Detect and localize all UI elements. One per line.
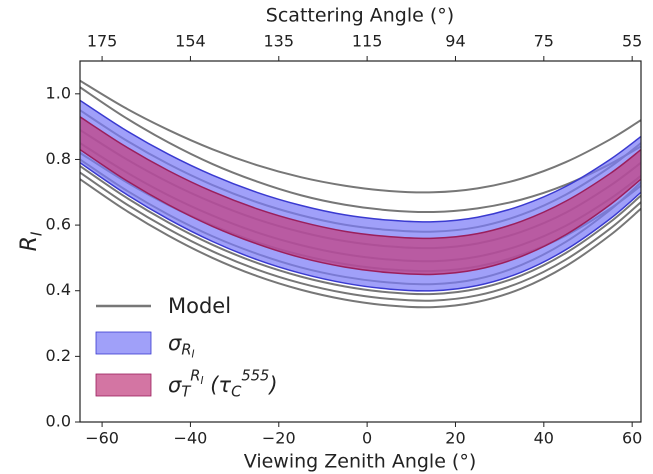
x2-tick-label: 75 <box>534 32 554 51</box>
legend-text-part: I <box>201 375 204 387</box>
legend-text-part: I <box>192 349 195 361</box>
x2-tick-label: 135 <box>264 32 295 51</box>
x-axis-label: Viewing Zenith Angle (°) <box>244 451 477 473</box>
x2-tick-label: 94 <box>445 32 465 51</box>
model-line <box>80 79 641 194</box>
y-tick-label: 0.2 <box>46 346 71 365</box>
legend-text: Model <box>168 294 231 318</box>
band-lower-edge <box>80 148 641 276</box>
legend-text: σTRI (τC555) <box>168 368 278 401</box>
y-tick-label: 1.0 <box>46 83 71 102</box>
model-line <box>80 171 641 302</box>
band-area <box>80 116 641 275</box>
x2-tick-label: 154 <box>175 32 206 51</box>
y-tick-label: 0.8 <box>46 149 71 168</box>
legend-text-part: R <box>190 368 200 385</box>
legend-text-part: (τ <box>204 373 232 397</box>
model-line <box>80 165 641 296</box>
plot-frame <box>79 60 642 423</box>
x-tick-label: −40 <box>174 429 208 448</box>
legend-text-part: ) <box>267 373 277 397</box>
x-tick-label: 0 <box>362 429 372 448</box>
x2-tick-label: 175 <box>87 32 118 51</box>
plot-area <box>80 79 641 309</box>
x-tick-label: 40 <box>534 429 554 448</box>
legend-swatch <box>95 373 152 397</box>
band-upper-edge <box>80 99 641 223</box>
x2-tick-label: 55 <box>622 32 642 51</box>
y-axis-label-part: R <box>17 236 42 251</box>
y-axis-label-part: I <box>27 231 45 236</box>
legend-text-part: T <box>181 383 191 400</box>
legend-swatch <box>95 331 152 355</box>
y-tick-label: 0.6 <box>46 215 71 234</box>
legend-text-part: C <box>231 383 242 400</box>
x2-axis-label: Scattering Angle (°) <box>266 5 454 27</box>
legend-text-part: 555 <box>241 368 269 385</box>
y-axis-label: RI <box>17 231 45 251</box>
legend-text-part: R <box>181 341 191 358</box>
model-line <box>80 86 641 214</box>
band-lower-edge <box>80 162 641 292</box>
model-line <box>80 178 641 309</box>
x-tick-label: −20 <box>262 429 296 448</box>
y-tick-label: 0.0 <box>46 412 71 431</box>
band-upper-edge <box>80 116 641 240</box>
x-tick-label: −60 <box>85 429 119 448</box>
legend-text-part: σ <box>168 331 182 355</box>
x-tick-label: 60 <box>622 429 642 448</box>
legend-text-part: σ <box>168 373 182 397</box>
legend-text: σRI <box>168 331 195 361</box>
x2-tick-label: 115 <box>352 32 383 51</box>
y-tick-label: 0.4 <box>46 280 71 299</box>
x-tick-label: 20 <box>445 429 465 448</box>
